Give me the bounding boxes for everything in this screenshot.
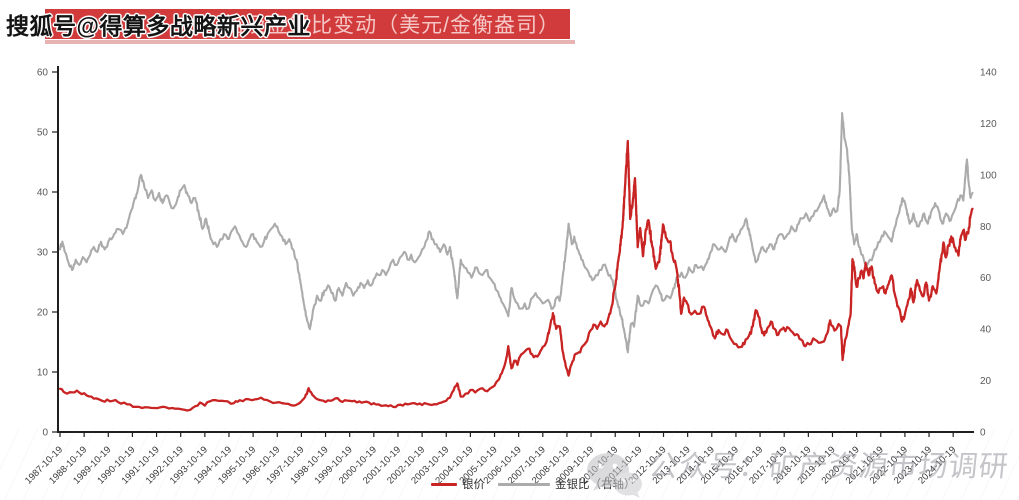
ratio-line-swatch [498,482,550,486]
title-banner: 格及金银比变动（美元/金衡盎司） [45,9,570,39]
y-right-tick-label: 40 [980,325,992,336]
sohu-watermark: 搜狐号@得算多战略新兴产业 [6,13,311,39]
y-right-tick-label: 100 [980,170,997,181]
y-right-tick-label: 140 [980,68,997,79]
y-right-tick-label: 0 [980,428,986,439]
y-left-tick-label: 50 [37,128,49,139]
y-right-tick-label: 80 [980,222,992,233]
y-left-tick-label: 60 [37,68,49,79]
y-left-tick-label: 0 [42,428,48,439]
legend: 银价 金银比（右轴） [431,476,636,492]
y-left-tick-label: 40 [37,188,49,199]
y-right-tick-label: 60 [980,273,992,284]
figure-title: 格及金银比变动（美元/金衡盎司） [223,14,560,37]
legend-item-silver: 银价 [431,476,485,492]
title-banner-underline [45,40,575,44]
y-right-tick-label: 120 [980,119,997,130]
legend-item-ratio: 金银比（右轴） [498,476,636,492]
y-left-tick-label: 10 [37,368,49,379]
series-line-silver [58,139,974,412]
legend-label-ratio: 金银比（右轴） [555,479,636,491]
silver-line-swatch [431,482,457,486]
y-left-tick-label: 30 [37,248,49,259]
series-line-ratio [58,112,974,354]
y-left-tick-label: 20 [37,308,49,319]
legend-label-silver: 银价 [462,479,485,491]
y-right-tick-label: 20 [980,376,992,387]
